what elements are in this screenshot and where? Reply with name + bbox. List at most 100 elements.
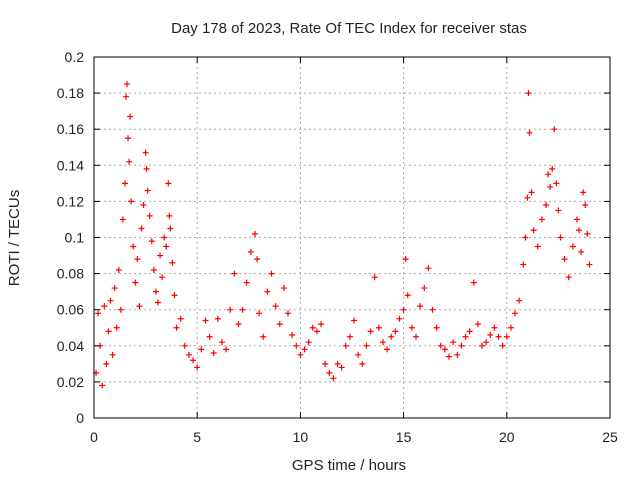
data-point [553, 180, 560, 187]
data-point [260, 333, 267, 340]
data-point [198, 346, 205, 353]
data-point [105, 328, 112, 335]
data-point [166, 212, 173, 219]
data-point [264, 288, 271, 295]
data-point [138, 225, 145, 232]
data-point [474, 321, 481, 328]
data-point [126, 158, 133, 165]
data-point [470, 279, 477, 286]
data-point [134, 256, 141, 263]
data-point [101, 303, 108, 310]
data-point [95, 310, 102, 317]
data-point [247, 248, 254, 255]
x-tick-label: 0 [90, 429, 98, 445]
data-point [524, 194, 531, 201]
data-point [538, 216, 545, 223]
data-point [371, 274, 378, 281]
x-axis-title: GPS time / hours [292, 457, 406, 474]
data-point [388, 333, 395, 340]
data-point [433, 324, 440, 331]
data-point [297, 351, 304, 358]
data-point [421, 285, 428, 292]
data-point [301, 346, 308, 353]
data-point [425, 265, 432, 272]
x-tick-label: 20 [499, 429, 515, 445]
data-point [417, 303, 424, 310]
data-point [136, 303, 143, 310]
data-point [305, 339, 312, 346]
data-point [487, 331, 494, 338]
data-point [165, 180, 172, 187]
data-point [557, 234, 564, 241]
data-point [454, 351, 461, 358]
data-point [534, 243, 541, 250]
data-point [113, 324, 120, 331]
data-point [530, 227, 537, 234]
data-point [479, 342, 486, 349]
data-point [124, 81, 131, 88]
data-point [495, 333, 502, 340]
data-point [367, 328, 374, 335]
data-point [446, 353, 453, 360]
x-tick-label: 25 [602, 429, 618, 445]
y-tick-label: 0 [76, 410, 84, 426]
data-point [285, 310, 292, 317]
data-point [185, 351, 192, 358]
data-point [109, 351, 116, 358]
data-point [458, 342, 465, 349]
y-tick-label: 0.12 [57, 193, 84, 209]
data-point [491, 324, 498, 331]
data-point [144, 187, 151, 194]
data-point [528, 189, 535, 196]
data-point [251, 230, 258, 237]
data-point [177, 315, 184, 322]
data-point [516, 297, 523, 304]
data-point [146, 212, 153, 219]
data-point [163, 243, 170, 250]
data-point [549, 165, 556, 172]
data-point [154, 299, 161, 306]
data-point [338, 364, 345, 371]
data-point [466, 328, 473, 335]
data-point [326, 369, 333, 376]
data-point [580, 189, 587, 196]
data-point [355, 351, 362, 358]
y-axis-ticks: 0 0.02 0.04 0.06 0.08 0.1 0.12 0.14 0.16 0.18 0.2 [57, 49, 610, 426]
data-point [392, 328, 399, 335]
data-point [555, 207, 562, 214]
data-point [334, 360, 341, 367]
data-point [161, 234, 168, 241]
data-point [569, 243, 576, 250]
data-point [231, 270, 238, 277]
data-point [545, 171, 552, 178]
data-point [190, 357, 197, 364]
data-point [441, 346, 448, 353]
data-point [437, 342, 444, 349]
data-point [254, 256, 261, 263]
data-point [526, 129, 533, 136]
data-point [578, 248, 585, 255]
data-point [313, 328, 320, 335]
data-point [322, 360, 329, 367]
data-point [450, 339, 457, 346]
data-point [157, 252, 164, 259]
data-point [483, 339, 490, 346]
data-point [268, 270, 275, 277]
data-point [107, 297, 114, 304]
data-point [227, 306, 234, 313]
data-point [547, 183, 554, 190]
x-tick-label: 10 [293, 429, 309, 445]
data-point [289, 331, 296, 338]
data-point [243, 279, 250, 286]
y-tick-label: 0.08 [57, 266, 84, 282]
data-point [525, 90, 532, 97]
data-point [181, 342, 188, 349]
data-point [130, 243, 137, 250]
data-point [111, 285, 118, 292]
grid-lines [94, 57, 610, 418]
data-point [520, 261, 527, 268]
data-point [543, 202, 550, 209]
data-point [171, 292, 178, 299]
data-point [239, 306, 246, 313]
